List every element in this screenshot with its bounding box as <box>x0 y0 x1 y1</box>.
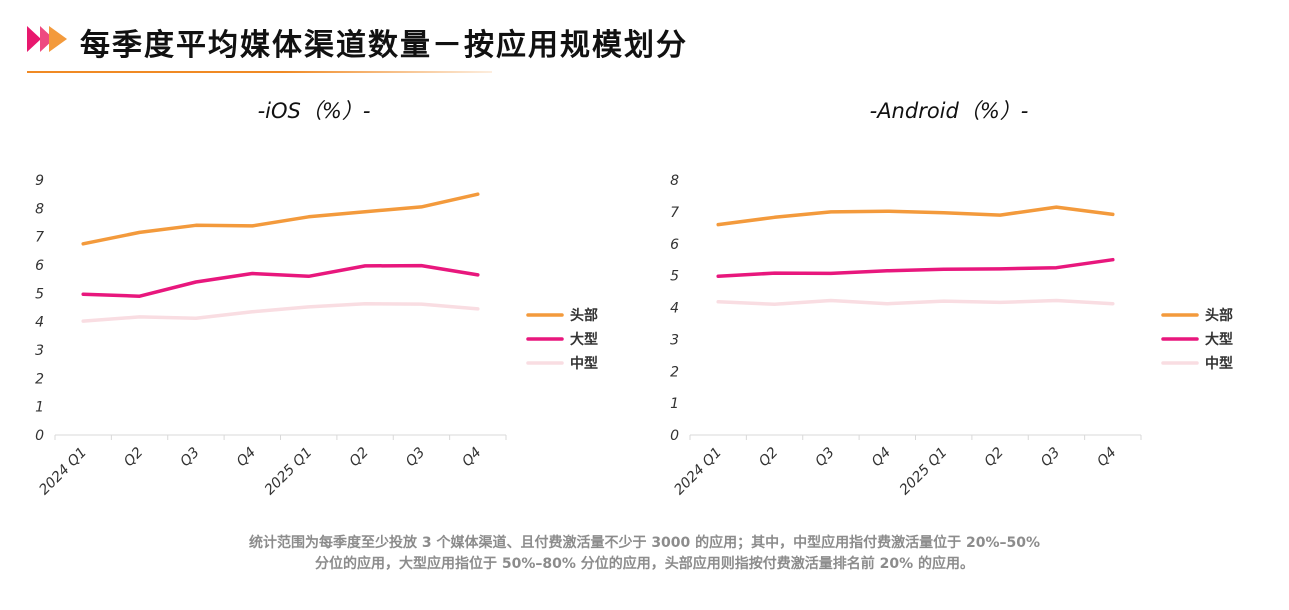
ios-series-line-大型 <box>81 263 480 298</box>
android-x-tick-label: Q3 <box>1038 445 1063 470</box>
double-chevron-icon <box>27 26 67 52</box>
ios-x-tick-label: Q3 <box>403 445 428 470</box>
android-x-tick-label: Q3 <box>812 445 837 470</box>
ios-x-tick-label: Q2 <box>346 444 371 469</box>
android-chart-title: -Android（%）- <box>869 99 1029 123</box>
footnote-line-2: 分位的应用，大型应用指位于 50%–80% 分位的应用，头部应用则指按付费激活量… <box>314 556 975 572</box>
page-title: 每季度平均媒体渠道数量－按应用规模划分 <box>80 28 688 63</box>
android-x-tick-label: 2024 Q1 <box>671 445 725 499</box>
ios-chart-title: -iOS（%）- <box>257 99 371 123</box>
android-y-tick-label: 7 <box>670 205 679 221</box>
android-x-tick-label: Q4 <box>869 445 894 470</box>
ios-x-tick-label: 2024 Q1 <box>36 445 90 499</box>
ios-x-tick-label: Q4 <box>459 445 484 470</box>
ios-x-tick-label: Q2 <box>121 444 146 469</box>
ios-series-line-中型 <box>81 302 480 323</box>
ios-x-tick-label: Q3 <box>177 445 202 470</box>
android-legend-label: 大型 <box>1205 331 1233 348</box>
ios-y-tick-label: 3 <box>35 343 44 359</box>
title-divider <box>27 71 492 73</box>
android-y-tick-label: 4 <box>670 301 679 317</box>
android-y-tick-label: 5 <box>670 269 679 285</box>
ios-x-tick-label: Q4 <box>234 445 259 470</box>
android-y-tick-label: 6 <box>670 237 679 253</box>
ios-y-tick-label: 0 <box>35 428 44 444</box>
ios-y-tick-label: 2 <box>35 371 44 387</box>
ios-y-tick-label: 1 <box>35 400 44 416</box>
ios-series-line-头部 <box>81 192 480 246</box>
ios-y-tick-label: 7 <box>35 230 44 246</box>
android-series-line-头部 <box>716 205 1115 227</box>
ios-legend-label: 头部 <box>570 307 598 324</box>
android-y-tick-label: 1 <box>670 396 679 412</box>
android-y-tick-label: 0 <box>670 428 679 444</box>
footnote-line-1: 统计范围为每季度至少投放 3 个媒体渠道、且付费激活量不少于 3000 的应用；… <box>248 535 1041 551</box>
ios-y-tick-label: 9 <box>35 173 44 189</box>
android-series-line-大型 <box>716 257 1115 279</box>
android-x-tick-label: Q4 <box>1094 445 1119 470</box>
ios-y-tick-label: 8 <box>35 201 44 217</box>
ios-y-tick-label: 5 <box>35 286 44 302</box>
android-x-tick-label: Q2 <box>756 444 781 469</box>
ios-x-tick-label: 2025 Q1 <box>262 445 316 499</box>
android-x-tick-label: Q2 <box>981 444 1006 469</box>
ios-legend-label: 大型 <box>570 331 598 348</box>
android-legend-label: 头部 <box>1205 307 1233 324</box>
ios-legend-label: 中型 <box>570 355 598 372</box>
ios-y-tick-label: 4 <box>35 315 44 331</box>
ios-y-tick-label: 6 <box>35 258 44 274</box>
android-legend-label: 中型 <box>1205 355 1233 372</box>
android-y-tick-label: 3 <box>670 332 679 348</box>
android-x-tick-label: 2025 Q1 <box>897 445 951 499</box>
android-y-tick-label: 2 <box>670 364 679 380</box>
android-series-line-中型 <box>716 298 1115 307</box>
android-y-tick-label: 8 <box>670 173 679 189</box>
